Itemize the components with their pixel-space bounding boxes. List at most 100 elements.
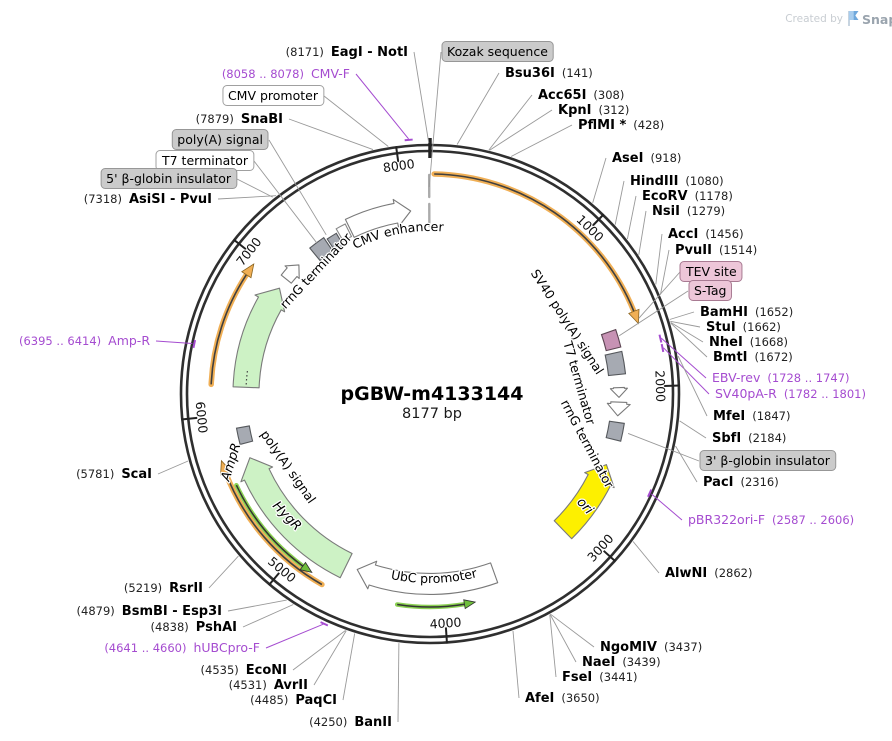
restriction-site-label-asisi-pvui: (7318) AsiSI - PvuI (84, 192, 212, 207)
scale-tick-5000 (268, 572, 280, 586)
callout-line-scai (157, 460, 189, 475)
callout-line-hubcpro-f (265, 623, 325, 649)
callout-line-econi (292, 630, 346, 671)
callout-line-pbr322ori-f (651, 493, 683, 521)
callout-line-asei (592, 157, 607, 204)
callout-line-cmv-promoter (323, 95, 389, 147)
label-text: (4879) BsmBI - Esp3I (77, 604, 222, 619)
label-text: AlwNI (2862) (665, 566, 753, 581)
label-text: T7 terminator (161, 153, 249, 168)
snapgene-logo-icon (848, 11, 859, 26)
scale-tick-2000 (663, 384, 680, 388)
restriction-site-label-paci: PacI (2316) (703, 475, 779, 490)
ampr-orf-arc (208, 263, 255, 388)
label-text: (4535) EcoNI (201, 663, 287, 678)
scale-label-8000: 8000 (382, 156, 416, 175)
callout-line-paci (675, 445, 698, 483)
watermark-created-by: Created by (785, 13, 843, 25)
callout-line-pvuii (660, 249, 670, 295)
label-text: (4531) AvrII (229, 678, 308, 693)
s-tag-box (600, 328, 622, 352)
feature-label-tev-site: TEV site (679, 261, 743, 282)
label-text: (5781) ScaI (76, 467, 152, 482)
callout-line-3-globin-insulator (627, 432, 700, 462)
label-text: AseI (918) (612, 151, 681, 166)
label-text: PacI (2316) (703, 475, 779, 490)
callout-line-amp-r (155, 340, 193, 344)
label-text: (7318) AsiSI - PvuI (84, 192, 212, 207)
scale-label-2000: 2000 (652, 370, 668, 402)
primer-label-sv40pa-r: SV40pA-R (1782 .. 1801) (715, 386, 866, 401)
callout-line-bsu36i (456, 72, 500, 145)
label-box (171, 129, 269, 150)
label-text: SbfI (2184) (712, 431, 786, 446)
callout-line-acc65i (488, 94, 533, 151)
cmv-enhancer-arrow (344, 198, 412, 238)
restriction-site-label-stui: StuI (1662) (706, 320, 781, 335)
callout-line-bamhi (669, 311, 695, 320)
restriction-site-label-afei: AfeI (3650) (525, 691, 600, 706)
label-text: (5219) RsrII (124, 581, 203, 596)
restriction-site-label-avrii: (4531) AvrII (229, 678, 308, 693)
restriction-site-label-asei: AseI (918) (612, 151, 681, 166)
label-box (441, 41, 554, 62)
watermark: Created by SnapGene (785, 11, 892, 27)
callout-line-5-globin-insulator (236, 178, 273, 198)
label-box (699, 450, 837, 471)
scale-label-4000: 4000 (429, 614, 462, 631)
scale-label-3000: 3000 (584, 531, 616, 565)
hygr-polya-box (235, 425, 254, 446)
restriction-site-label-bsu36i: Bsu36I (141) (505, 66, 593, 81)
restriction-site-label-mfei: MfeI (1847) (713, 409, 791, 424)
callout-line-acci (655, 233, 663, 285)
callout-line-ebv-rev (661, 337, 707, 379)
label-text: NaeI (3439) (582, 655, 661, 670)
scale-label-7000: 7000 (233, 234, 264, 268)
label-text: pBR322ori-F (2587 .. 2606) (688, 512, 854, 527)
primer-tick (404, 138, 413, 142)
callout-labels: (8171) EagI - NotI (8058 .. 8078) CMV-F CMV … (19, 41, 866, 730)
scale-tick-6000 (181, 416, 198, 421)
restriction-site-label-rsrii: (5219) RsrII (124, 581, 203, 596)
label-text: (4250) BanII (309, 715, 392, 730)
callout-line-tev-site (638, 271, 681, 319)
feature-label-cmv-promoter: CMV promoter (222, 85, 325, 106)
label-text: Acc65I (308) (538, 88, 624, 103)
label-text: NgoMIV (3437) (600, 640, 702, 655)
rrng-terminator-arrow-right (606, 401, 631, 417)
label-text: AfeI (3650) (525, 691, 600, 706)
restriction-site-label-acci: AccI (1456) (668, 227, 744, 242)
callout-line-ecorv (626, 195, 637, 240)
label-text: Bsu36I (141) (505, 66, 593, 81)
label-text: (8171) EagI - NotI (286, 45, 408, 60)
ampr-arrow (232, 287, 286, 389)
restriction-site-label-snabi: (7879) SnaBI (196, 112, 283, 127)
feature-label-3-globin-insulator: 3' β-globin insulator (699, 450, 837, 471)
restriction-site-label-nsii: NsiI (1279) (652, 204, 725, 219)
restriction-site-label-econi: (4535) EcoNI (201, 663, 287, 678)
callout-line-sbfi (679, 420, 707, 439)
callout-line-kozak-sequence (428, 51, 442, 188)
label-text: SV40pA-R (1782 .. 1801) (715, 386, 866, 401)
callout-line-banii (397, 643, 400, 723)
scale-tick-4000 (444, 627, 448, 644)
callout-line-s-tag (618, 290, 689, 337)
callout-line-alwni (632, 541, 660, 574)
primer-tick (192, 339, 197, 349)
label-text: 3' β-globin insulator (705, 453, 831, 468)
label-text: PflMI * (428) (578, 118, 664, 133)
cmv-enhancer-tail-box (335, 223, 353, 242)
restriction-site-label-pflmi: PflMI * (428) (578, 118, 664, 133)
watermark-brand: SnapGene (862, 12, 892, 27)
scale-label-6000: 6000 (193, 401, 211, 434)
primer-label-pbr322ori-f: pBR322ori-F (2587 .. 2606) (688, 512, 854, 527)
callout-line-kpni (489, 109, 553, 151)
insulator-3p-box (605, 420, 625, 442)
restriction-site-label-pvuii: PvuII (1514) (675, 243, 757, 258)
callout-line-pflmi (510, 124, 573, 157)
reverse-gene-arrow-hygr (234, 482, 313, 574)
callout-line-asisi-pvui (217, 195, 277, 200)
callout-line-nhei (670, 322, 704, 343)
label-text: (7879) SnaBI (196, 112, 283, 127)
